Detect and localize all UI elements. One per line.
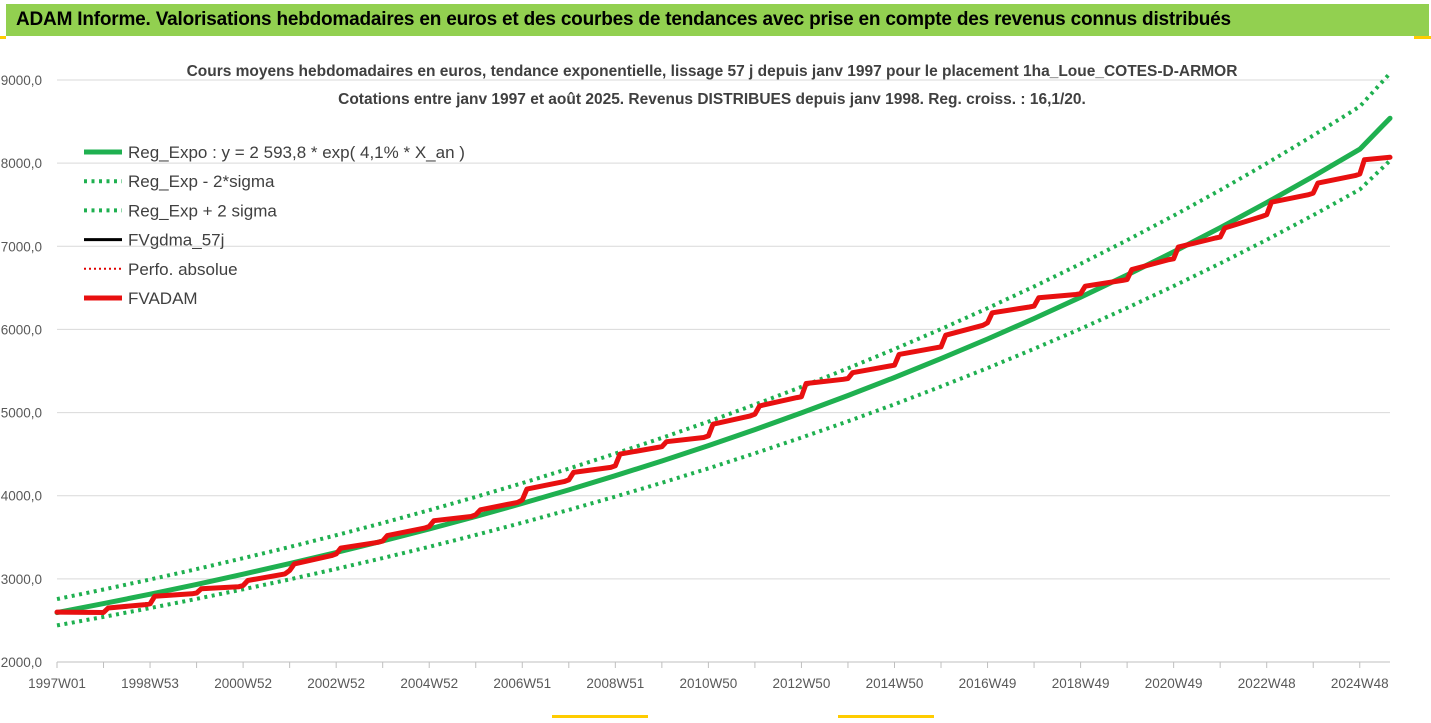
y-tick-label: 9000,0 [1,73,42,88]
x-tick-label: 2010W50 [679,676,737,691]
series-layer [54,71,1393,628]
chart-area: Cours moyens hebdomadaires en euros, ten… [0,36,1431,718]
legend-label: FVgdma_57j [128,231,224,250]
legend-label: FVADAM [128,289,198,308]
axis-layer: 2000,0 3000,0 4000,0 5000,0 6000,0 7000,0 8000… [1,73,1390,691]
banner-title: ADAM Informe. Valorisations hebdomadaire… [6,4,1429,36]
x-tick-label: 2014W50 [866,676,924,691]
legend-label: Reg_Exp - 2*sigma [128,172,275,191]
series-line-3 [55,155,1392,614]
x-tick-label: 2022W48 [1238,676,1296,691]
legend-label: Reg_Exp + 2 sigma [128,201,277,220]
y-tick-label: 6000,0 [1,322,42,337]
y-tick-label: 3000,0 [1,572,42,587]
x-tick-label: 2000W52 [214,676,272,691]
corner-mark-left [0,36,6,39]
x-tick-label: 2016W49 [959,676,1017,691]
y-tick-label: 2000,0 [1,655,42,670]
y-tick-label: 5000,0 [1,406,42,421]
series-line-5 [54,154,1393,615]
x-tick-label: 2008W51 [586,676,644,691]
x-tick-label: 2002W52 [307,676,365,691]
chart-title: Cours moyens hebdomadaires en euros, ten… [187,63,1238,80]
corner-mark-bottom-b [838,715,934,718]
legend-label: Perfo. absolue [128,260,238,279]
x-tick-label: 1998W53 [121,676,179,691]
x-tick-label: 2020W49 [1145,676,1203,691]
x-tick-label: 1997W01 [28,676,86,691]
y-tick-label: 8000,0 [1,156,42,171]
x-tick-label: 2024W48 [1331,676,1389,691]
grid-layer [57,79,1390,663]
y-tick-label: 4000,0 [1,489,42,504]
x-tick-label: 2012W50 [773,676,831,691]
y-tick-label: 7000,0 [1,239,42,254]
x-tick-label: 2018W49 [1052,676,1110,691]
legend-label: Reg_Expo : y = 2 593,8 * exp( 4,1% * X_a… [128,143,465,162]
series-line-1 [56,159,1392,628]
series-line-0 [54,115,1393,616]
x-tick-label: 2006W51 [493,676,551,691]
chart-subtitle: Cotations entre janv 1997 et août 2025. … [338,91,1086,108]
chart-svg: Cours moyens hebdomadaires en euros, ten… [1,63,1393,691]
x-tick-label: 2004W52 [400,676,458,691]
legend: Reg_Expo : y = 2 593,8 * exp( 4,1% * X_a… [84,143,465,308]
corner-mark-right [1414,36,1431,39]
corner-mark-bottom-a [552,715,648,718]
series-line-2 [56,71,1392,602]
